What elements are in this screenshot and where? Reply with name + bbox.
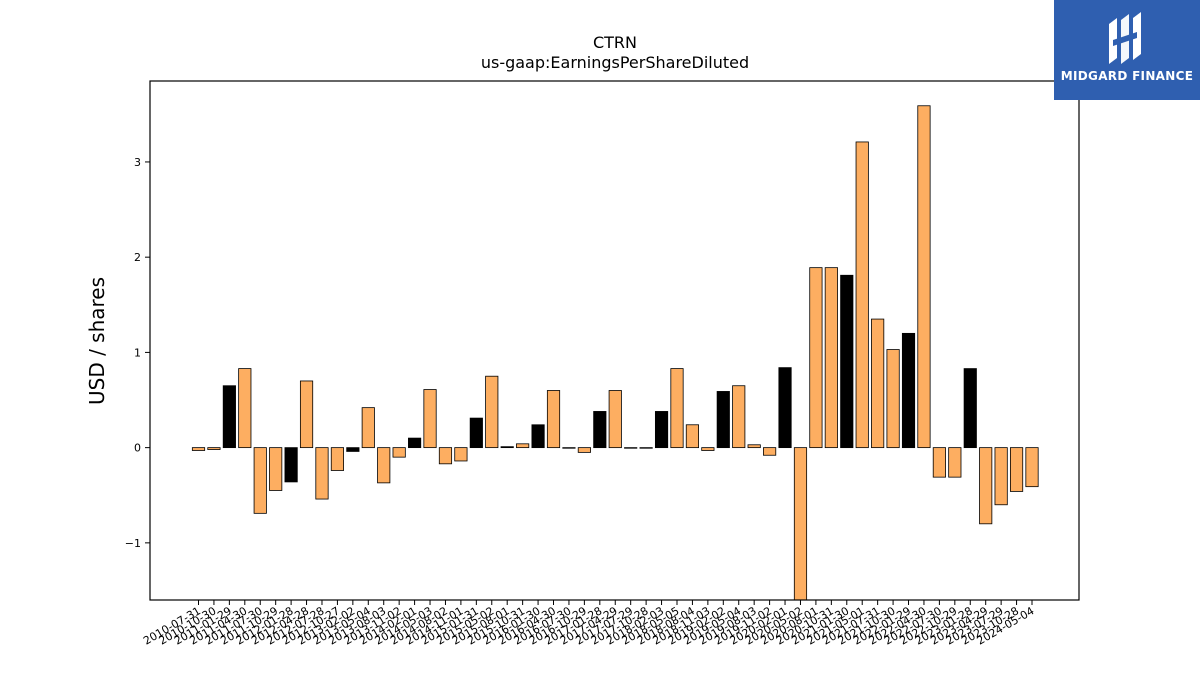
bar <box>963 368 977 449</box>
bar <box>716 391 730 449</box>
bar <box>408 437 422 449</box>
bar <box>685 424 700 449</box>
bar <box>222 385 236 449</box>
bar <box>1025 447 1039 488</box>
bar <box>454 447 468 462</box>
bar <box>917 105 931 449</box>
bar <box>299 380 314 449</box>
bar <box>840 274 854 449</box>
y-ticks-group: −1 0 1 2 3 <box>125 156 150 550</box>
brand-name: MIDGARD FINANCE <box>1060 69 1194 83</box>
bar <box>500 446 514 449</box>
bar <box>423 389 437 449</box>
bar <box>948 447 962 478</box>
bar <box>732 385 746 449</box>
chart-subtitle: us-gaap:EarningsPerShareDiluted <box>481 53 749 72</box>
bar <box>330 447 344 471</box>
bar <box>485 375 499 449</box>
bar <box>315 447 329 500</box>
y-tick-label: 3 <box>134 156 141 169</box>
bar <box>639 447 653 449</box>
bar <box>191 447 206 451</box>
bar <box>1009 447 1024 492</box>
bar <box>886 349 900 449</box>
bar <box>392 447 406 458</box>
bar <box>670 368 684 449</box>
bar <box>207 447 221 450</box>
bar <box>855 141 869 449</box>
bar <box>932 447 946 478</box>
bar <box>901 332 916 449</box>
bar <box>562 447 576 449</box>
bar <box>346 447 360 452</box>
bar <box>253 447 267 514</box>
bar <box>593 411 607 449</box>
plot-frame <box>149 80 1080 601</box>
bar <box>608 390 622 449</box>
bar <box>778 367 792 449</box>
bar <box>824 267 838 449</box>
bar <box>269 447 283 491</box>
y-tick-label: 1 <box>134 346 141 359</box>
bar <box>979 447 993 525</box>
bar <box>994 447 1008 506</box>
bar <box>516 443 530 449</box>
bar <box>546 390 561 449</box>
bar <box>654 411 669 449</box>
chart-title: CTRN <box>593 33 637 52</box>
y-axis-label: USD / shares <box>85 277 109 405</box>
bar <box>531 424 545 449</box>
y-tick-label: 0 <box>134 442 141 455</box>
bars-group <box>191 105 1039 601</box>
bar <box>624 447 638 449</box>
bar <box>809 267 823 449</box>
bar <box>793 447 808 601</box>
y-tick-label: 2 <box>134 251 141 264</box>
bar <box>361 407 375 449</box>
bar <box>469 417 483 449</box>
midgard-mark-icon <box>1109 12 1141 64</box>
bar <box>763 447 777 456</box>
bar <box>284 447 298 483</box>
y-tick-label: −1 <box>125 537 141 550</box>
bar <box>238 368 252 449</box>
bar <box>871 318 885 449</box>
bar <box>577 447 591 453</box>
bar <box>747 444 761 449</box>
bar <box>701 447 715 451</box>
x-ticks-group: 2010-07-312010-10-302011-01-292011-04-30… <box>141 600 1037 648</box>
brand-logo: MIDGARD FINANCE <box>1054 0 1200 100</box>
bar <box>377 447 391 484</box>
bar <box>438 447 453 465</box>
